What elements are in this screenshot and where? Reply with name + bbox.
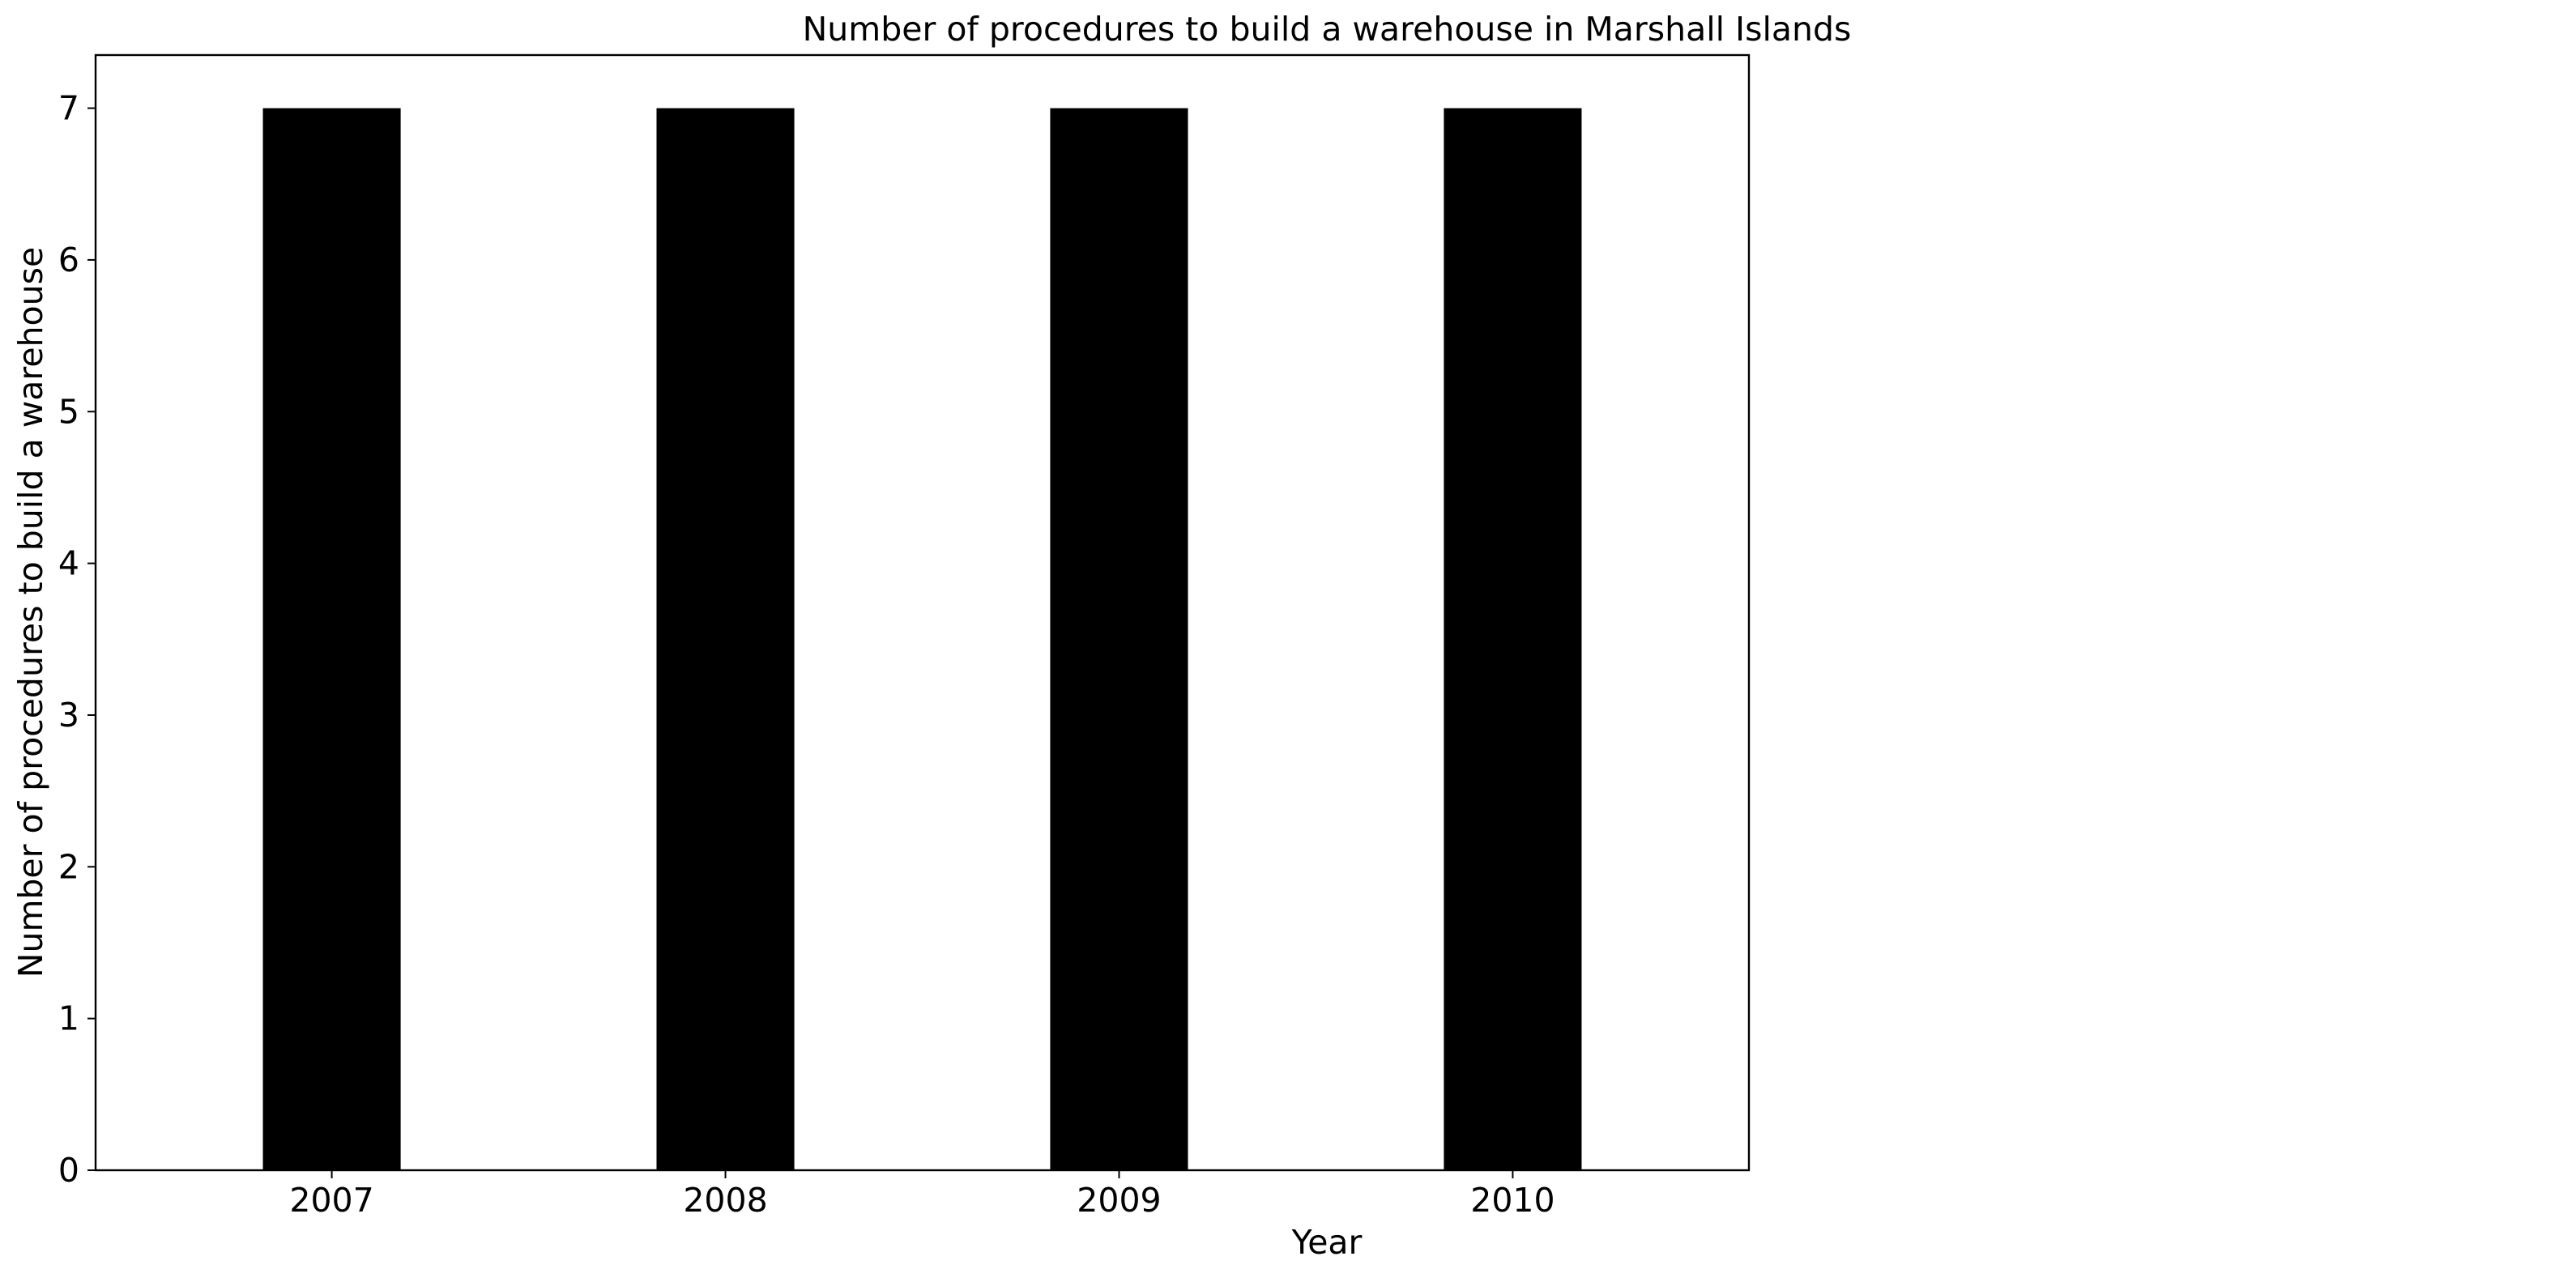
x-axis-label: Year <box>1291 1223 1363 1262</box>
x-tick-label: 2007 <box>289 1181 373 1220</box>
bar-2008 <box>656 108 795 1170</box>
x-axis: 2007 2008 2009 2010 <box>289 1170 1555 1220</box>
x-tick-label: 2009 <box>1077 1181 1161 1220</box>
x-tick-label: 2008 <box>683 1181 767 1220</box>
plot-frame <box>94 53 1751 1172</box>
bar-2009 <box>1050 108 1188 1170</box>
bar-2010 <box>1444 108 1582 1170</box>
y-tick-label: 4 <box>58 544 79 583</box>
y-tick-label: 7 <box>58 89 79 128</box>
y-tick-label: 2 <box>58 847 79 886</box>
chart-title: Number of procedures to build a warehous… <box>803 10 1852 49</box>
y-tick-label: 3 <box>58 696 79 735</box>
y-tick-label: 0 <box>58 1151 79 1190</box>
y-tick-label: 6 <box>58 241 79 279</box>
x-tick-label: 2010 <box>1470 1181 1555 1220</box>
y-tick-label: 1 <box>58 999 79 1038</box>
y-tick-label: 5 <box>58 392 79 431</box>
plot-area <box>262 108 1582 1170</box>
y-axis: 0 1 2 3 4 5 6 7 <box>58 89 96 1190</box>
bar-2007 <box>262 108 401 1170</box>
y-axis-label: Number of procedures to build a warehous… <box>11 247 50 977</box>
